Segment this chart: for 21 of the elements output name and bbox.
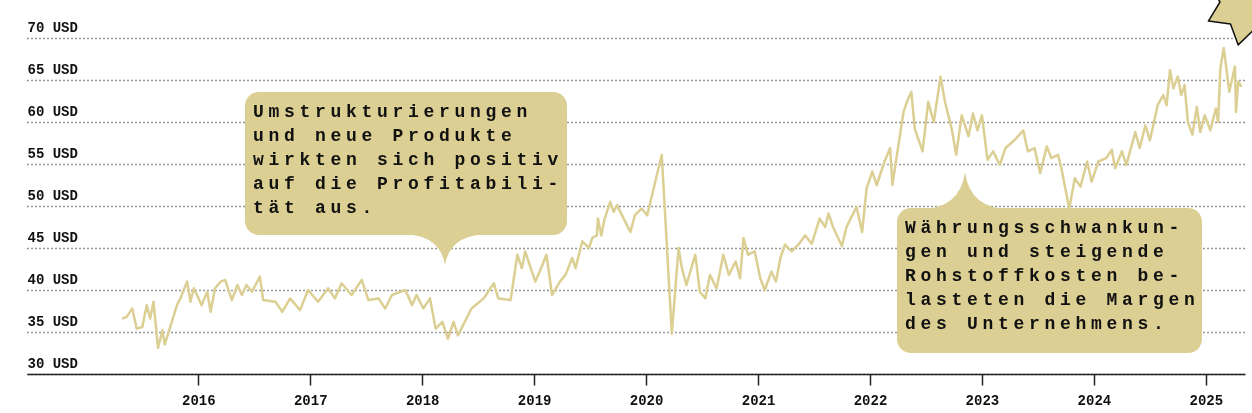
annotation: Währungsschwankun- gen und steigende Rohstoffkosten be- lasteten die Margen des Unternehmens. [905,217,1200,336]
x-tick-label: 2025 [1189,392,1224,409]
y-tick-label: 35 USD [27,313,78,330]
x-tick-label: 2021 [741,392,776,409]
y-tick-label: 40 USD [27,271,78,288]
y-tick-label: 50 USD [27,187,78,204]
x-tick-label: 2022 [853,392,888,409]
y-tick-label: 60 USD [27,103,78,120]
x-tick-label: 2017 [293,392,328,409]
x-tick-label: 2024 [1077,392,1112,409]
x-tick-label: 2023 [965,392,1000,409]
x-tick-label: 2020 [629,392,664,409]
y-tick-label: 45 USD [27,229,78,246]
x-tick-label: 2018 [405,392,440,409]
x-tick-label: 2019 [517,392,552,409]
y-tick-label: 55 USD [27,145,78,162]
y-tick-label: 30 USD [27,355,78,372]
x-tick-label: 2016 [181,392,216,409]
y-tick-label: 65 USD [27,61,78,78]
y-tick-label: 70 USD [27,19,78,36]
annotation: Umstrukturierungen und neue Produkte wirkten sich positiv auf die Profitabili- tät aus. [253,101,564,220]
